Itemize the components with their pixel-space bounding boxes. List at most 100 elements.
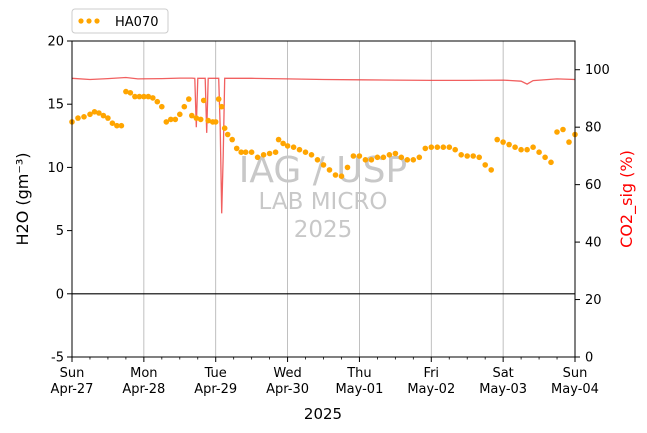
left-tick-label: 20 (47, 35, 64, 50)
x-tick-label-day: Mon (130, 366, 157, 381)
h2o-point (177, 111, 183, 118)
h2o-point (114, 122, 120, 129)
legend-dot (94, 18, 100, 24)
h2o-point (566, 139, 572, 145)
h2o-point (470, 153, 477, 159)
h2o-point (260, 152, 267, 158)
right-tick-label: 100 (585, 63, 610, 78)
h2o-point (518, 146, 524, 153)
h2o-point (224, 131, 231, 138)
h2o-point (530, 144, 536, 150)
h2o-point (238, 149, 244, 155)
x-tick-label-date: Apr-28 (122, 382, 165, 397)
h2o-point (233, 145, 240, 152)
legend-label-ha070: HA070 (115, 15, 158, 30)
h2o-point (368, 157, 375, 163)
series-ha070-points (69, 88, 578, 179)
h2o-point (344, 164, 351, 171)
h2o-point (136, 93, 143, 100)
h2o-point (118, 122, 125, 129)
h2o-point (512, 144, 518, 150)
h2o-point (218, 103, 225, 110)
left-tick-label: 15 (47, 98, 64, 113)
h2o-point (221, 125, 228, 131)
h2o-point (145, 93, 152, 100)
h2o-point (193, 115, 200, 121)
left-tick-label: -5 (51, 351, 64, 366)
h2o-point (464, 153, 471, 159)
left-axis: -5 0 5 10 15 20 (47, 35, 72, 366)
h2o-point (374, 154, 381, 161)
h2o-point (434, 144, 441, 150)
x-axis-label: 2025 (304, 405, 342, 423)
h2o-point (186, 96, 192, 102)
h2o-point (332, 172, 339, 178)
h2o-point (320, 162, 327, 168)
series-co2-line (71, 76, 576, 214)
h2o-point (132, 93, 138, 100)
h2o-point (290, 144, 297, 150)
h2o-point (404, 157, 411, 163)
h2o-point (150, 95, 156, 101)
h2o-point (338, 173, 345, 179)
legend-marker (78, 18, 100, 24)
h2o-point (350, 153, 357, 159)
h2o-point (362, 157, 369, 163)
h2o-point (386, 152, 393, 158)
h2o-point (554, 129, 560, 135)
right-axis-label: CO2_sig (%) (617, 150, 637, 248)
right-tick-label: 0 (585, 351, 593, 366)
h2o-point (356, 153, 363, 159)
h2o-point (189, 112, 195, 119)
legend-dot (86, 18, 92, 24)
right-tick-label: 80 (585, 121, 602, 136)
right-tick-label: 60 (585, 178, 602, 193)
h2o-point (159, 103, 165, 110)
h2o-point (248, 149, 255, 155)
h2o-point (266, 150, 273, 157)
h2o-point (141, 93, 147, 100)
h2o-point (172, 116, 179, 123)
h2o-point (254, 154, 261, 161)
x-tick-label-date: Apr-30 (266, 382, 309, 397)
watermark-line-2: LAB MICRO (259, 189, 388, 215)
h2o-point (181, 103, 188, 110)
right-axis: 0 20 40 60 80 100 (575, 63, 610, 366)
x-tick-label-date: Apr-29 (194, 382, 237, 397)
left-tick-label: 5 (56, 224, 64, 239)
right-tick-label: 20 (585, 293, 602, 308)
x-tick-label-day: Sun (563, 366, 588, 381)
x-tick-label-date: May-01 (335, 382, 383, 397)
h2o-point (212, 119, 219, 125)
h2o-point (296, 146, 303, 153)
h2o-point (494, 136, 501, 143)
h2o-point (284, 143, 291, 149)
h2o-point (109, 120, 116, 126)
h2o-point (506, 141, 512, 148)
h2o-point (410, 157, 417, 163)
h2o-point (500, 139, 506, 145)
h2o-point (91, 109, 98, 115)
x-tick-label-date: Apr-27 (51, 382, 94, 397)
h2o-point (536, 149, 542, 155)
h2o-point (105, 115, 111, 121)
h2o-point (446, 144, 453, 150)
h2o-point (154, 98, 161, 105)
x-tick-label-date: May-04 (551, 382, 599, 397)
h2o-point (428, 144, 435, 150)
x-tick-label-day: Wed (273, 366, 301, 381)
right-tick-label: 40 (585, 236, 602, 251)
legend-dot (78, 18, 84, 24)
h2o-point (242, 149, 249, 155)
x-tick-label-date: May-03 (479, 382, 527, 397)
h2o-point (392, 150, 399, 157)
h2o-point (416, 154, 423, 161)
x-tick-label-day: Thu (346, 366, 371, 381)
h2o-point (542, 154, 548, 161)
x-tick-label-date: May-02 (407, 382, 455, 397)
h2o-point (127, 90, 134, 96)
h2o-point (488, 167, 495, 173)
h2o-point (215, 96, 222, 102)
h2o-point (168, 116, 174, 123)
h2o-point (476, 154, 483, 161)
